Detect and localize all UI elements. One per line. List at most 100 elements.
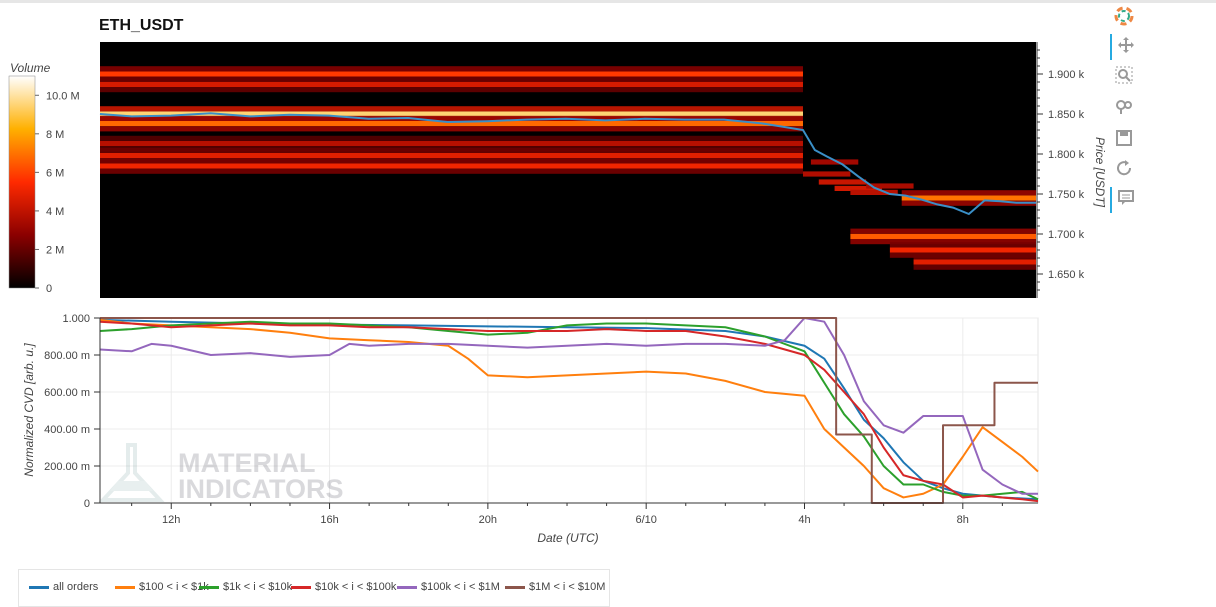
heatmap-halo-cell: [889, 242, 1036, 248]
legend-item[interactable]: all orders: [29, 581, 98, 593]
legend-item[interactable]: $10k < i < $100k: [291, 581, 396, 593]
box-zoom-icon: [1115, 66, 1133, 89]
heatmap-band: [100, 115, 803, 132]
colorbar-tick-label: 2 M: [46, 244, 64, 256]
reset-icon: [1115, 159, 1133, 182]
heatmap-halo-cell: [100, 87, 803, 93]
heatmap-band-cell: [100, 111, 803, 117]
cvd-line-chart[interactable]: MATERIAL INDICATORS 0 200.00 m 400.00 m 600…: [0, 305, 1216, 565]
heatmap-y-tick-label: 1.850 k: [1048, 109, 1085, 121]
reset-tool[interactable]: [1110, 157, 1138, 183]
bokeh-logo-tool[interactable]: [1110, 5, 1138, 31]
legend-label: $10k < i < $100k: [315, 581, 397, 593]
heatmap-halo-cell: [850, 228, 1036, 234]
legend-swatch: [29, 585, 49, 589]
y-tick-label: 0: [84, 498, 90, 510]
heatmap-band: [913, 254, 1036, 270]
x-tick-label: 4h: [798, 514, 810, 526]
wheel-zoom-tool[interactable]: [1110, 96, 1138, 122]
heatmap-halo-cell: [100, 168, 803, 174]
y-tick-label: 800.00 m: [44, 350, 90, 362]
heatmap-halo-cell: [100, 126, 803, 132]
heatmap-cell: [866, 183, 914, 189]
heatmap-halo-cell: [901, 190, 1036, 196]
heatmap-cell: [834, 185, 882, 191]
heatmap-halo-cell: [913, 254, 1036, 260]
series-line: [99, 318, 1039, 499]
heatmap-halo-cell: [913, 264, 1036, 270]
save-tool[interactable]: [1110, 127, 1138, 153]
heatmap-halo-cell: [850, 239, 1036, 245]
heatmap-cell: [810, 159, 859, 165]
legend-swatch: [505, 585, 525, 589]
top-divider: [0, 0, 1216, 3]
heatmap-halo-cell: [100, 76, 803, 82]
heatmap-band-cell: [901, 195, 1036, 201]
heatmap-y-tick-label: 1.750 k: [1048, 189, 1085, 201]
heatmap-halo-cell: [901, 200, 1036, 206]
heatmap-y-tick-label: 1.800 k: [1048, 149, 1085, 161]
colorbar-tick-label: 8 M: [46, 129, 64, 141]
legend-swatch: [199, 585, 219, 589]
colorbar-tick-label: 0: [46, 283, 52, 295]
heatmap-cell: [850, 189, 898, 195]
heatmap-y-axis-label: Price [USDT]: [1093, 137, 1107, 208]
legend-label: $1M < i < $10M: [529, 581, 606, 593]
series-line: [99, 317, 1038, 495]
colorbar-label: Volume: [10, 61, 51, 75]
legend-item[interactable]: $100 < i < $1k: [115, 581, 209, 593]
legend-swatch: [115, 585, 135, 589]
legend-label: $100 < i < $1k: [139, 581, 209, 593]
legend-label: $100k < i < $1M: [421, 581, 500, 593]
legend-label: $1k < i < $10k: [223, 581, 293, 593]
heatmap-cell: [818, 179, 867, 185]
heatmap-band-cell: [850, 233, 1036, 239]
colorbar-tick-label: 4 M: [46, 206, 64, 218]
heatmap-y-tick-label: 1.700 k: [1048, 229, 1085, 241]
y-tick-label: 600.00 m: [44, 387, 90, 399]
heatmap-band: [901, 190, 1036, 206]
heatmap-band: [100, 158, 803, 174]
legend-item[interactable]: $100k < i < $1M: [397, 581, 500, 593]
heatmap-halo-cell: [100, 106, 803, 112]
heatmap-transition: [802, 159, 914, 195]
pan-icon: [1117, 36, 1135, 59]
heatmap-y-tick-label: 1.650 k: [1048, 269, 1085, 281]
heatmap-chart[interactable]: Volume 0 2 M 4 M 6 M 8 M 10.0 M 1.650 k 1.700 …: [0, 0, 1216, 305]
y-tick-label: 200.00 m: [44, 461, 90, 473]
hover-tool[interactable]: [1110, 187, 1140, 213]
legend-label: all orders: [53, 581, 99, 593]
line-plot-area: [99, 317, 1039, 504]
pan-tool[interactable]: [1110, 34, 1140, 60]
heatmap-band-cell: [100, 121, 803, 127]
line-y-axis-label: Normalized CVD [arb. u.]: [22, 343, 36, 477]
heatmap-cell: [802, 171, 851, 177]
x-tick-label: 20h: [479, 514, 497, 526]
heatmap-halo-cell: [100, 66, 803, 72]
heatmap-halo-cell: [100, 147, 803, 153]
hover-icon: [1117, 189, 1135, 212]
heatmap-band-cell: [100, 153, 803, 159]
heatmap-band-cell: [100, 141, 803, 147]
x-tick-label: 16h: [320, 514, 338, 526]
colorbar-tick-label: 6 M: [46, 167, 64, 179]
save-icon: [1115, 129, 1133, 152]
chart-legend: all orders $100 < i < $1k $1k < i < $10k $1…: [18, 569, 610, 607]
legend-swatch: [397, 585, 417, 589]
watermark-text-1: MATERIAL: [178, 448, 315, 478]
watermark-text-2: INDICATORS: [178, 474, 344, 504]
heatmap-halo-cell: [100, 135, 803, 141]
colorbar: [8, 75, 36, 289]
price-line: [99, 112, 1036, 216]
heatmap-band-cell: [889, 247, 1036, 253]
x-tick-label: 6/10: [635, 514, 656, 526]
box-zoom-tool[interactable]: [1110, 64, 1138, 90]
legend-swatch: [291, 585, 311, 589]
legend-item[interactable]: $1k < i < $10k: [199, 581, 292, 593]
x-tick-label: 8h: [957, 514, 969, 526]
heatmap-band-cell: [100, 71, 803, 77]
heatmap-halo-cell: [100, 115, 803, 121]
bokeh-logo-icon: [1114, 6, 1134, 31]
legend-item[interactable]: $1M < i < $10M: [505, 581, 605, 593]
page-title: ETH_USDT: [99, 17, 184, 34]
